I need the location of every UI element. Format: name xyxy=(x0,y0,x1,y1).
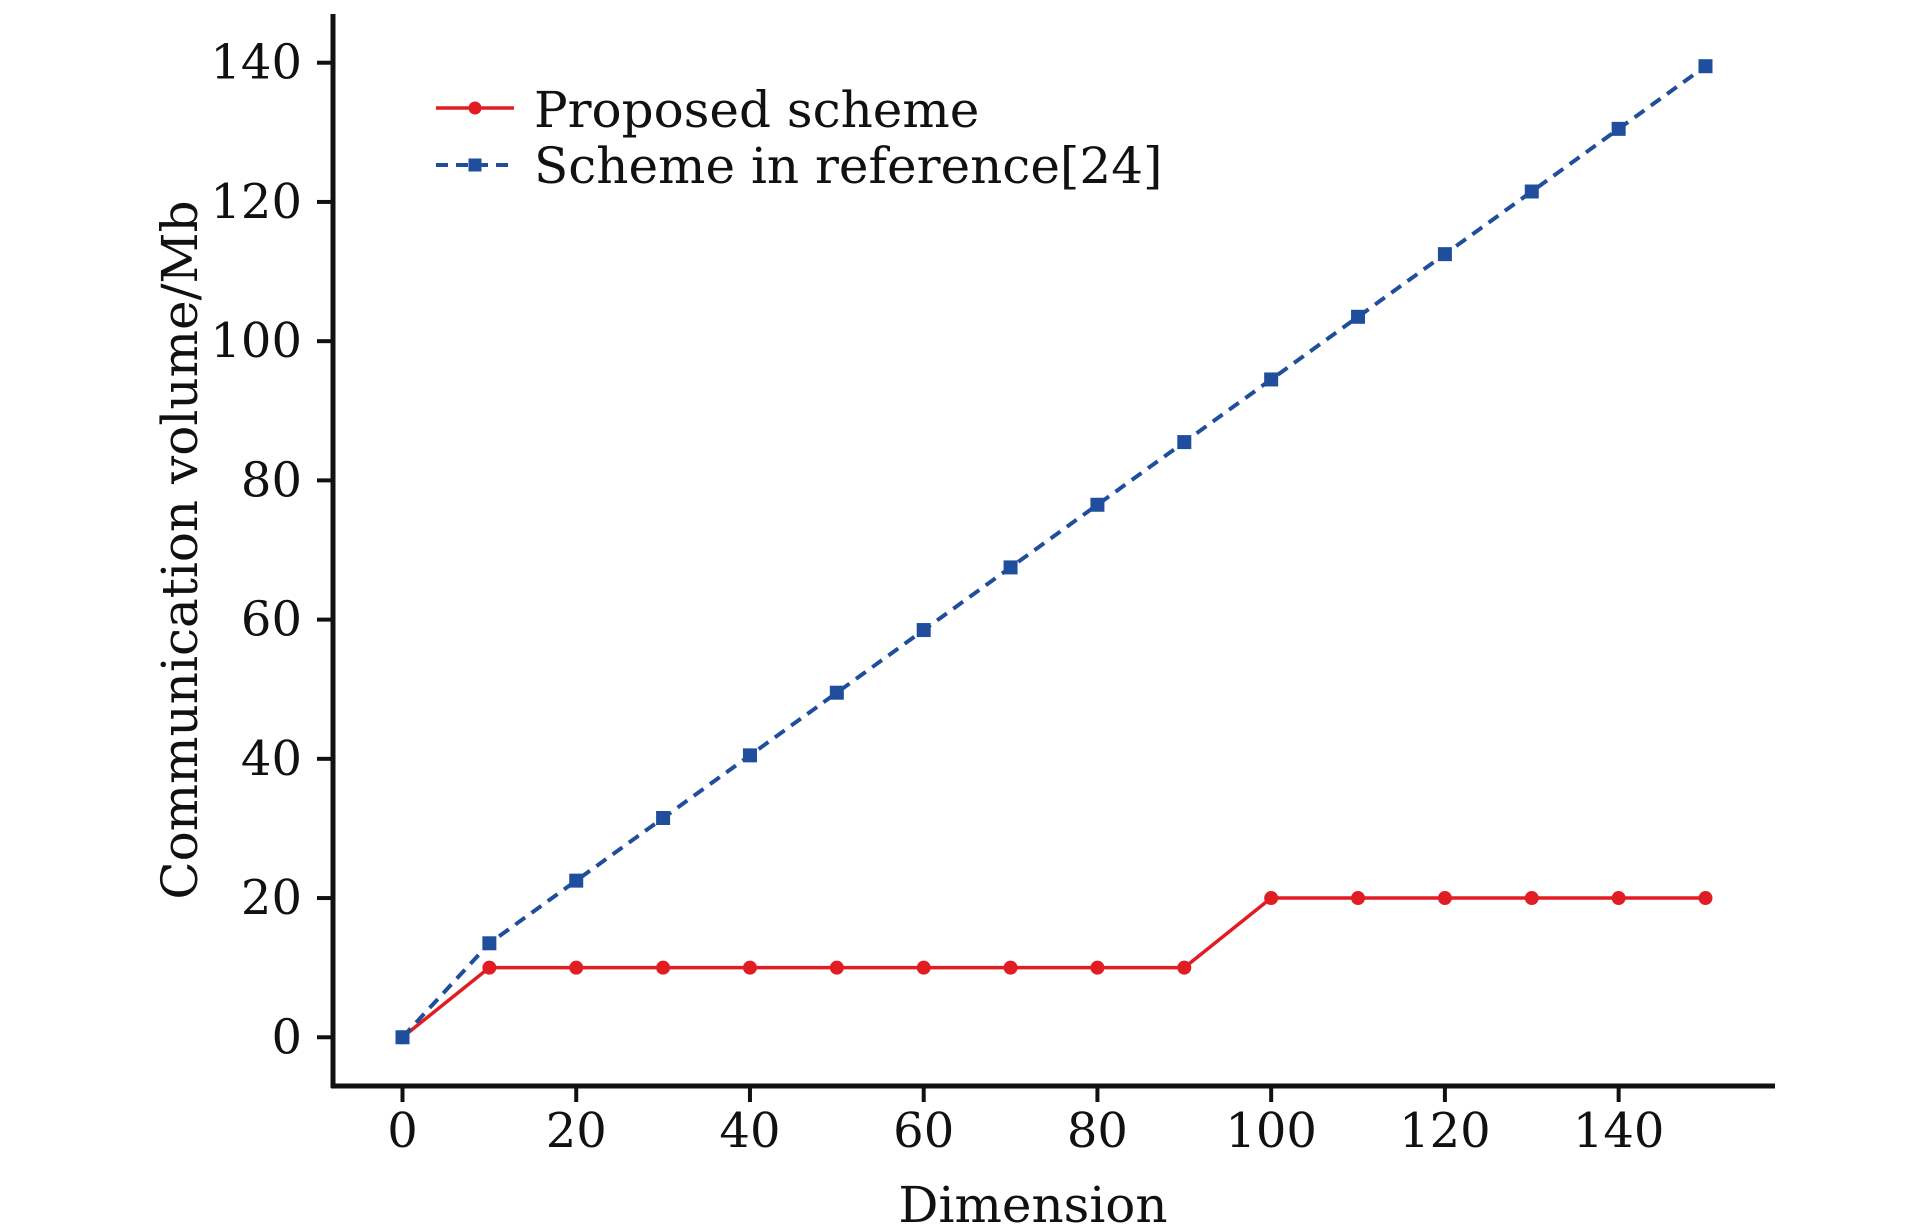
reference-scheme-point-110 xyxy=(1351,309,1366,324)
proposed-scheme-point-100 xyxy=(1264,891,1279,906)
x-axis-title: Dimension xyxy=(898,1176,1167,1228)
proposed-scheme-point-70 xyxy=(1003,960,1018,975)
proposed-scheme-point-140 xyxy=(1611,891,1626,906)
legend-marker-reference-scheme xyxy=(468,158,482,172)
legend-marker-proposed-scheme xyxy=(468,101,482,115)
proposed-scheme-point-80 xyxy=(1090,960,1105,975)
proposed-scheme-point-50 xyxy=(829,960,844,975)
x-tick-label-20: 20 xyxy=(546,1103,607,1159)
y-tick-label-140: 140 xyxy=(210,35,302,91)
x-tick-label-80: 80 xyxy=(1067,1103,1128,1159)
reference-scheme-point-40 xyxy=(742,748,757,763)
y-axis-title: Communication volume/Mb xyxy=(151,200,209,899)
reference-scheme-point-10 xyxy=(482,936,497,951)
proposed-scheme-point-150 xyxy=(1698,891,1713,906)
y-tick-label-0: 0 xyxy=(271,1009,302,1065)
reference-scheme-point-20 xyxy=(569,873,584,888)
x-tick-label-0: 0 xyxy=(387,1103,418,1159)
legend: Proposed scheme Scheme in reference[24] xyxy=(436,81,1163,195)
proposed-scheme-point-60 xyxy=(916,960,931,975)
proposed-scheme-point-130 xyxy=(1524,891,1539,906)
x-tick-label-140: 140 xyxy=(1573,1103,1665,1159)
y-tick-label-20: 20 xyxy=(241,870,302,926)
reference-scheme-point-130 xyxy=(1524,184,1539,199)
reference-scheme-point-80 xyxy=(1090,497,1105,512)
series-line-reference-scheme xyxy=(401,64,1707,1039)
x-tick-label-40: 40 xyxy=(719,1103,780,1159)
x-tick-label-100: 100 xyxy=(1225,1103,1317,1159)
y-tick-label-80: 80 xyxy=(241,452,302,508)
reference-scheme-point-30 xyxy=(656,811,671,825)
proposed-scheme-point-10 xyxy=(482,960,497,975)
reference-scheme-point-140 xyxy=(1611,121,1626,136)
reference-scheme-point-100 xyxy=(1264,372,1279,387)
x-tick-label-120: 120 xyxy=(1399,1103,1491,1159)
y-tick-label-40: 40 xyxy=(241,731,302,787)
reference-scheme-point-50 xyxy=(829,685,844,700)
y-tick-label-60: 60 xyxy=(241,592,302,648)
proposed-scheme-point-120 xyxy=(1437,891,1452,906)
proposed-scheme-point-110 xyxy=(1351,891,1366,906)
y-tick-label-100: 100 xyxy=(210,313,302,369)
legend-label-proposed-scheme: Proposed scheme xyxy=(534,81,979,139)
reference-scheme-point-120 xyxy=(1437,247,1452,262)
proposed-scheme-point-40 xyxy=(742,960,757,975)
proposed-scheme-point-90 xyxy=(1177,960,1192,975)
legend-label-reference-scheme: Scheme in reference[24] xyxy=(534,137,1163,195)
proposed-scheme-point-30 xyxy=(656,960,671,975)
reference-scheme-point-0 xyxy=(395,1030,410,1045)
series-line-proposed-scheme xyxy=(401,896,1706,1039)
axes xyxy=(330,14,1775,1089)
y-tick-label-120: 120 xyxy=(210,174,302,230)
proposed-scheme-point-20 xyxy=(569,960,584,975)
ticks: 0 20 40 60 80 100 120 140 0 20 40 60 80 100 120 140 xyxy=(210,35,1664,1159)
x-tick-label-60: 60 xyxy=(893,1103,954,1159)
series xyxy=(395,59,1713,1045)
reference-scheme-point-90 xyxy=(1177,435,1192,450)
reference-scheme-point-150 xyxy=(1698,59,1713,74)
reference-scheme-point-70 xyxy=(1003,560,1018,575)
reference-scheme-point-60 xyxy=(916,623,931,638)
